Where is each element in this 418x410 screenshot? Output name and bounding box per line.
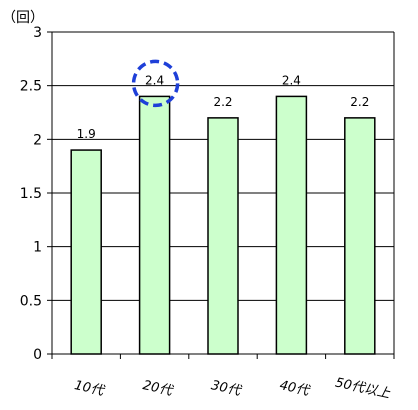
bar [207,117,239,355]
x-tick-label: 40代 [278,378,312,399]
highlight-layer [131,59,180,108]
data-label: 2.2 [213,95,232,109]
bars [70,95,376,355]
data-label: 2.4 [282,73,301,87]
bar [344,117,376,355]
x-axis-labels: 10代 20代 30代 40代 50代以上 [73,375,392,401]
y-axis-ticks: 0 0.5 1 1.5 2 2.5 3 [20,25,42,363]
highlight-circle [131,59,180,108]
axes [47,31,395,359]
x-tick-label: 20代 [141,378,175,399]
y-tick-label: 1.5 [20,186,42,202]
data-label: 1.9 [77,127,96,141]
bar [70,149,102,355]
unit-label: （回） [2,10,44,26]
data-label: 2.4 [145,73,164,87]
bar [138,95,171,355]
x-tick-label: 10代 [73,378,107,399]
y-tick-label: 2.5 [20,79,42,95]
y-tick-label: 0 [33,347,42,363]
bar [275,95,308,355]
data-labels: 1.9 2.4 2.2 2.4 2.2 [77,73,370,141]
x-tick-label: 30代 [210,378,244,399]
y-tick-label: 2 [33,132,42,148]
y-tick-label: 3 [33,25,42,41]
x-tick-label: 50代以上 [334,375,392,401]
y-tick-label: 0.5 [20,293,42,309]
data-label: 2.2 [350,95,369,109]
y-tick-label: 1 [33,240,42,256]
